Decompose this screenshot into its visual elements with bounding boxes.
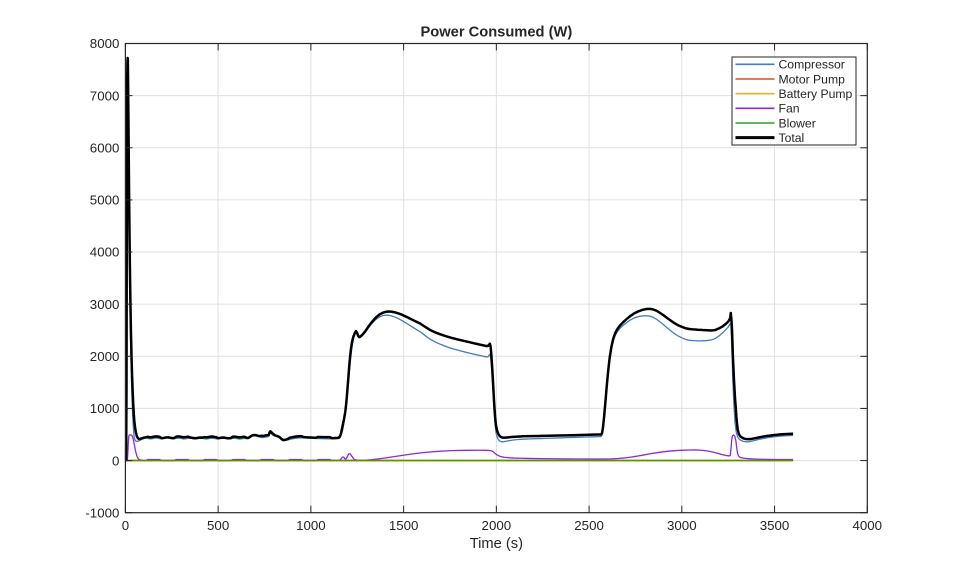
svg-text:3000: 3000 bbox=[667, 518, 697, 533]
svg-text:2000: 2000 bbox=[90, 349, 120, 364]
svg-text:7000: 7000 bbox=[90, 88, 120, 103]
svg-text:3500: 3500 bbox=[760, 518, 790, 533]
svg-text:0: 0 bbox=[122, 518, 129, 533]
svg-text:6000: 6000 bbox=[90, 140, 120, 155]
svg-text:8000: 8000 bbox=[90, 36, 120, 51]
svg-text:5000: 5000 bbox=[90, 193, 120, 208]
svg-text:Compressor: Compressor bbox=[779, 58, 845, 72]
svg-text:Power Consumed (W): Power Consumed (W) bbox=[420, 25, 572, 41]
svg-text:Fan: Fan bbox=[779, 102, 800, 116]
svg-text:2500: 2500 bbox=[574, 518, 604, 533]
svg-text:Total: Total bbox=[779, 131, 805, 145]
svg-text:Battery Pump: Battery Pump bbox=[779, 87, 853, 101]
svg-text:Time (s): Time (s) bbox=[470, 536, 523, 552]
svg-text:1500: 1500 bbox=[389, 518, 419, 533]
svg-text:Blower: Blower bbox=[779, 116, 816, 130]
svg-text:3000: 3000 bbox=[90, 297, 120, 312]
svg-text:4000: 4000 bbox=[853, 518, 883, 533]
svg-text:1000: 1000 bbox=[90, 401, 120, 416]
svg-text:Motor Pump: Motor Pump bbox=[779, 72, 846, 86]
svg-text:2000: 2000 bbox=[482, 518, 512, 533]
svg-text:1000: 1000 bbox=[296, 518, 326, 533]
svg-text:-1000: -1000 bbox=[85, 505, 119, 520]
svg-text:500: 500 bbox=[207, 518, 229, 533]
svg-text:4000: 4000 bbox=[90, 245, 120, 260]
svg-text:0: 0 bbox=[112, 453, 119, 468]
